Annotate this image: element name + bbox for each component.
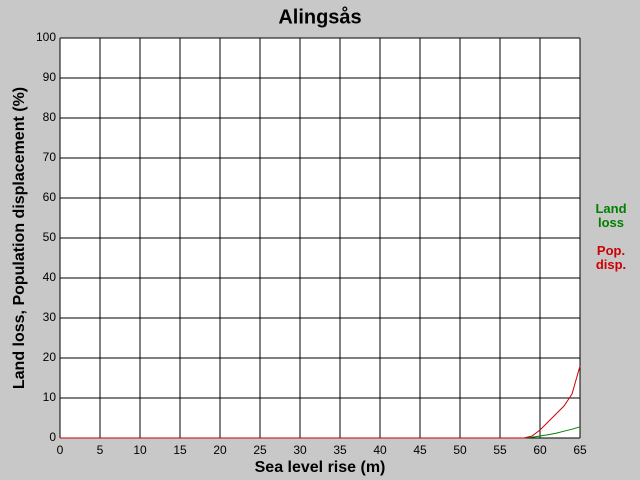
x-tick-label: 15 — [173, 443, 187, 457]
y-axis-label: Land loss, Population displacement (%) — [11, 87, 28, 389]
legend-entry: Pop. disp. — [595, 243, 627, 272]
x-tick-label: 55 — [493, 443, 507, 457]
x-tick-label: 30 — [293, 443, 307, 457]
y-tick-label: 40 — [43, 270, 57, 284]
x-tick-label: 60 — [533, 443, 547, 457]
x-tick-label: 0 — [57, 443, 64, 457]
x-tick-label: 65 — [573, 443, 587, 457]
x-tick-label: 45 — [413, 443, 427, 457]
x-tick-label: 25 — [253, 443, 267, 457]
x-axis-label: Sea level rise (m) — [255, 459, 386, 476]
x-tick-label: 35 — [333, 443, 347, 457]
x-tick-label: 20 — [213, 443, 227, 457]
x-tick-label: 50 — [453, 443, 467, 457]
data-line — [60, 365, 581, 439]
legend-entry: Land loss — [595, 201, 627, 230]
y-tick-label: 20 — [43, 350, 57, 364]
y-tick-label: 100 — [36, 30, 56, 44]
y-tick-label: 70 — [43, 150, 57, 164]
y-tick-label: 60 — [43, 190, 57, 204]
x-tick-label: 40 — [373, 443, 387, 457]
y-tick-label: 0 — [49, 430, 56, 444]
y-tick-label: 90 — [43, 70, 57, 84]
x-tick-label: 5 — [97, 443, 104, 457]
x-tick-label: 10 — [133, 443, 147, 457]
y-tick-label: 30 — [43, 310, 57, 324]
y-tick-label: 50 — [43, 230, 57, 244]
chart-title: Alingsås — [278, 5, 361, 28]
y-tick-label: 80 — [43, 110, 57, 124]
y-tick-label: 10 — [43, 390, 57, 404]
